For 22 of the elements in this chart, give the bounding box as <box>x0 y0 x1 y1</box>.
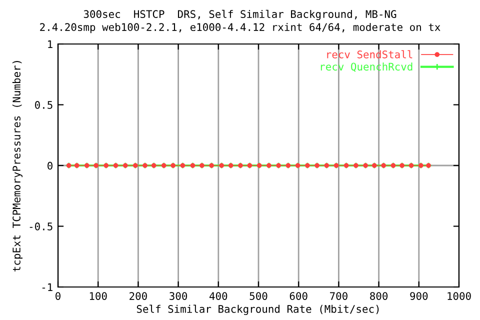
y-axis-title: tcpExt TCPMemoryPressures (Number) <box>12 61 22 272</box>
chart-title: 300sec HSTCP DRS, Self Similar Background, MB-NG <box>84 10 396 20</box>
x-tick-label: 0 <box>56 292 60 300</box>
legend-label: recv QuenchRcvd <box>320 62 412 72</box>
x-tick-label: 700 <box>330 292 348 300</box>
y-tick-label: 1 <box>48 40 52 48</box>
y-tick-label: -1 <box>42 283 52 291</box>
y-tick-label: -0.5 <box>30 222 52 230</box>
x-tick-label: 500 <box>250 292 268 300</box>
x-tick-label: 300 <box>170 292 188 300</box>
y-tick-label: 0.5 <box>35 101 52 109</box>
x-tick-label: 800 <box>370 292 388 300</box>
x-tick-label: 100 <box>90 292 107 300</box>
legend-label: recv SendStall <box>327 50 412 58</box>
chart-subtitle: 2.4.20smp web100-2.2.1, e1000-4.4.12 rxint 64/64, moderate on tx <box>40 22 440 34</box>
x-tick-label: 400 <box>210 292 228 300</box>
x-axis-title: Self Similar Background Rate (Mbit/sec) <box>136 304 379 315</box>
y-tick-label: 0 <box>48 162 52 170</box>
x-tick-label: 600 <box>290 292 308 300</box>
x-tick-label: 900 <box>410 292 428 300</box>
x-tick-label: 1000 <box>448 292 471 300</box>
x-tick-label: 200 <box>130 292 147 300</box>
